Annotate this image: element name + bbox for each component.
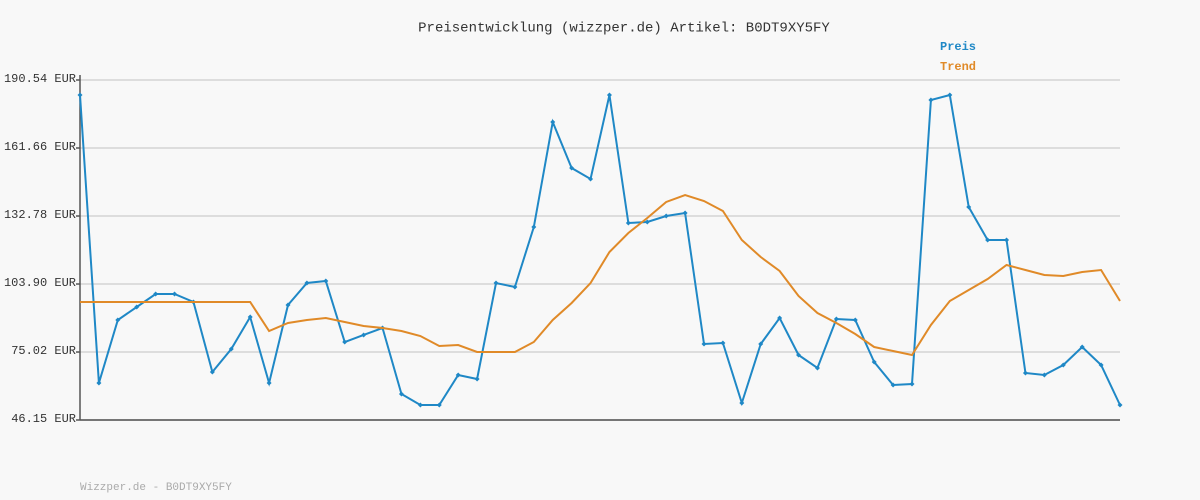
point [134, 304, 140, 310]
point [474, 376, 480, 382]
point [928, 97, 934, 103]
line-trend [80, 193, 1121, 357]
point [436, 402, 442, 408]
point [398, 391, 404, 397]
point [852, 317, 858, 323]
point [172, 291, 178, 297]
point [153, 291, 159, 297]
point [1079, 344, 1085, 350]
point [796, 352, 802, 358]
point [833, 316, 839, 322]
y-tick-label: 132.78 EUR [4, 208, 76, 222]
point [550, 119, 556, 125]
y-tick-label: 46.15 EUR [11, 412, 76, 426]
point [701, 341, 707, 347]
point [909, 381, 915, 387]
point [1098, 362, 1104, 368]
point [871, 359, 877, 365]
point [512, 284, 518, 290]
point [285, 302, 291, 308]
point [890, 382, 896, 388]
legend-label: Preis [940, 40, 976, 54]
point [1117, 402, 1123, 408]
point [966, 204, 972, 210]
point [663, 213, 669, 219]
point [247, 314, 253, 320]
point [777, 315, 783, 321]
point [1022, 370, 1028, 376]
point [682, 210, 688, 216]
point [758, 341, 764, 347]
y-tick-label: 103.90 EUR [4, 276, 76, 290]
point [417, 402, 423, 408]
point [228, 346, 234, 352]
legend-label: Trend [940, 60, 976, 74]
point [455, 372, 461, 378]
point [947, 92, 953, 98]
point [493, 280, 499, 286]
point [1041, 372, 1047, 378]
point [266, 380, 272, 386]
point [342, 339, 348, 345]
point [209, 369, 215, 375]
point [588, 176, 594, 182]
line-preis [79, 93, 1121, 407]
point [96, 380, 102, 386]
footer: Wizzper.de - B0DT9XY5FY [80, 482, 232, 494]
point [985, 237, 991, 243]
y-tick-label: 190.54 EUR [4, 72, 76, 86]
point [361, 332, 367, 338]
point [531, 224, 537, 230]
point [304, 280, 310, 286]
point [77, 92, 83, 98]
point [814, 365, 820, 371]
y-tick-label: 161.66 EUR [4, 140, 76, 154]
point [1004, 237, 1010, 243]
point [323, 278, 329, 284]
point [1060, 362, 1066, 368]
point [625, 220, 631, 226]
point [606, 92, 612, 98]
point [644, 219, 650, 225]
y-tick-label: 75.02 EUR [11, 344, 76, 358]
point [115, 317, 121, 323]
chart-title: Preisentwicklung (wizzper.de) Artikel: B… [418, 21, 830, 37]
point [569, 165, 575, 171]
point [739, 400, 745, 406]
point [720, 340, 726, 346]
